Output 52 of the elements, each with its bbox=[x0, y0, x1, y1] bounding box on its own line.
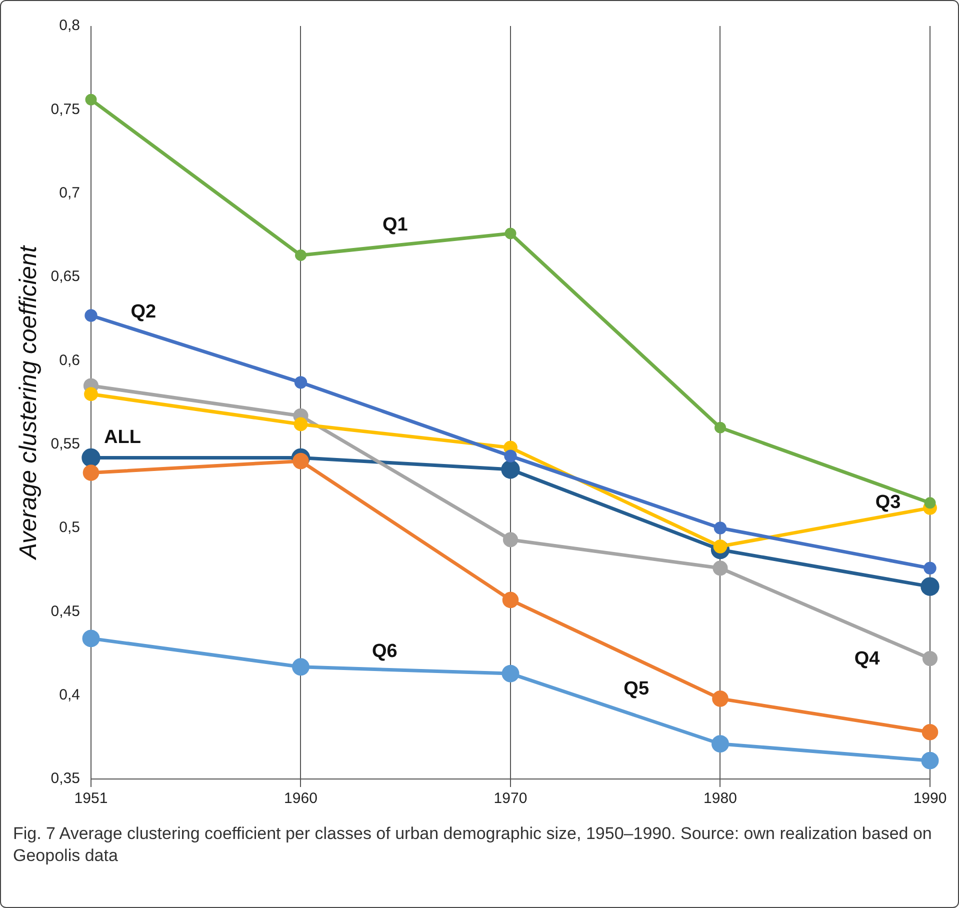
point bbox=[82, 464, 100, 481]
point bbox=[84, 387, 98, 402]
x-tick-label: 1951 bbox=[74, 790, 108, 808]
point bbox=[292, 658, 310, 676]
point bbox=[921, 752, 939, 770]
y-tick-label: 0,75 bbox=[50, 100, 80, 118]
series-label: Q6 bbox=[372, 640, 398, 662]
point bbox=[82, 630, 100, 648]
point bbox=[922, 650, 938, 666]
point bbox=[294, 249, 306, 261]
point bbox=[502, 532, 518, 548]
series-label: Q5 bbox=[624, 678, 650, 700]
point bbox=[292, 452, 309, 470]
point bbox=[712, 690, 728, 707]
y-tick-label: 0,35 bbox=[50, 770, 80, 788]
y-tick-label: 0,45 bbox=[50, 602, 80, 620]
y-tick-label: 0,55 bbox=[50, 435, 80, 452]
y-tick-label: 0,6 bbox=[59, 352, 80, 369]
y-tick-label: 0,4 bbox=[59, 686, 80, 704]
point bbox=[712, 735, 729, 753]
point bbox=[924, 562, 936, 575]
series-label: Q4 bbox=[854, 648, 880, 670]
point bbox=[922, 724, 938, 740]
y-tick-label: 0,5 bbox=[59, 519, 80, 536]
series-label: Q1 bbox=[382, 214, 408, 236]
x-tick-label: 1960 bbox=[284, 790, 318, 808]
series-label: Q3 bbox=[875, 492, 901, 513]
point bbox=[294, 417, 308, 432]
x-tick-label: 1990 bbox=[913, 790, 947, 808]
series-label: Q2 bbox=[130, 301, 156, 322]
point bbox=[84, 309, 98, 322]
point bbox=[504, 450, 517, 462]
point bbox=[502, 592, 519, 608]
point bbox=[82, 448, 100, 468]
point bbox=[294, 376, 308, 389]
caption: Fig. 7 Average clustering coefficient per classes of urban demographic size, 1950–1990. Source: own realization based on Geopolis data bbox=[13, 823, 933, 868]
y-tick-label: 0,8 bbox=[59, 17, 80, 34]
point bbox=[502, 664, 520, 682]
point bbox=[920, 577, 940, 596]
y-tick-label: 0,7 bbox=[59, 184, 80, 202]
x-tick-label: 1980 bbox=[704, 790, 737, 808]
point bbox=[714, 522, 727, 534]
y-tick-label: 0,65 bbox=[50, 268, 80, 286]
point bbox=[712, 560, 728, 576]
point bbox=[504, 228, 516, 240]
y-axis-title: Average clustering coefficient bbox=[15, 244, 42, 562]
point bbox=[924, 497, 936, 509]
point bbox=[85, 94, 97, 106]
point bbox=[501, 460, 520, 479]
x-tick-label: 1970 bbox=[494, 790, 528, 808]
series-label: ALL bbox=[104, 426, 142, 448]
point bbox=[714, 422, 726, 434]
